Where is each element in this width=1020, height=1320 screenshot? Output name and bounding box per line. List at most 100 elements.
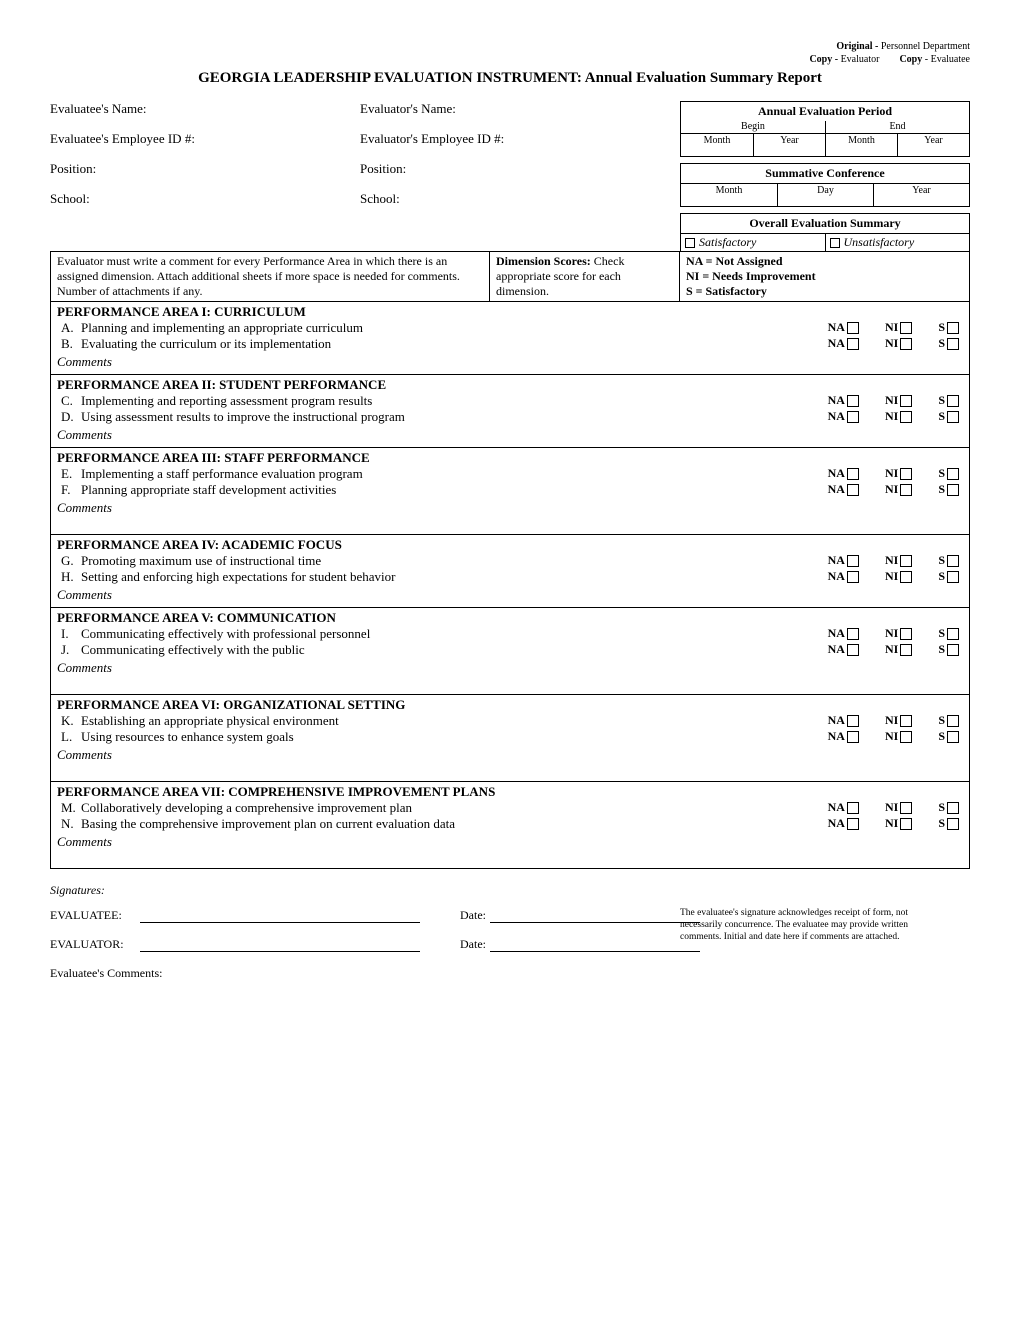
perf-area-title: PERFORMANCE AREA V: COMMUNICATION	[57, 610, 963, 626]
comments-label: Comments	[57, 834, 963, 850]
s-checkbox[interactable]: S	[938, 466, 959, 481]
perf-item-letter: B.	[57, 336, 81, 352]
evaluator-sig-label: EVALUATOR:	[50, 937, 140, 952]
summ-day-input[interactable]: Day	[777, 183, 873, 206]
evaluator-sig-line[interactable]	[140, 951, 420, 952]
evaluator-name-label: Evaluator's Name:	[360, 101, 670, 117]
evaluatee-comments-label: Evaluatee's Comments:	[50, 966, 970, 981]
ni-checkbox[interactable]: NI	[885, 336, 912, 351]
na-checkbox[interactable]: NA	[828, 569, 859, 584]
s-checkbox[interactable]: S	[938, 569, 959, 584]
s-checkbox[interactable]: S	[938, 713, 959, 728]
na-checkbox[interactable]: NA	[828, 729, 859, 744]
na-checkbox[interactable]: NA	[828, 393, 859, 408]
begin-year-input[interactable]: Year	[753, 133, 825, 156]
perf-area-title: PERFORMANCE AREA III: STAFF PERFORMANCE	[57, 450, 963, 466]
performance-area: PERFORMANCE AREA V: COMMUNICATIONNANISI.…	[50, 607, 970, 694]
performance-area: PERFORMANCE AREA VI: ORGANIZATIONAL SETT…	[50, 694, 970, 781]
na-checkbox[interactable]: NA	[828, 800, 859, 815]
na-checkbox[interactable]: NA	[828, 320, 859, 335]
signatures-label: Signatures:	[50, 883, 970, 898]
evaluator-id-label: Evaluator's Employee ID #:	[360, 131, 670, 147]
s-checkbox[interactable]: S	[938, 816, 959, 831]
na-checkbox[interactable]: NA	[828, 409, 859, 424]
na-checkbox[interactable]: NA	[828, 466, 859, 481]
ni-checkbox[interactable]: NI	[885, 482, 912, 497]
ni-checkbox[interactable]: NI	[885, 816, 912, 831]
ni-checkbox[interactable]: NI	[885, 642, 912, 657]
s-checkbox[interactable]: S	[938, 482, 959, 497]
na-checkbox[interactable]: NA	[828, 553, 859, 568]
s-checkbox[interactable]: S	[938, 393, 959, 408]
comments-label: Comments	[57, 747, 963, 763]
annual-period-box: Annual Evaluation Period Begin End Month…	[680, 101, 970, 157]
evaluatee-sig-line[interactable]	[140, 922, 420, 923]
evaluatee-sig-label: EVALUATEE:	[50, 908, 140, 923]
evaluatee-position-label: Position:	[50, 161, 360, 177]
na-checkbox[interactable]: NA	[828, 816, 859, 831]
evaluatee-school-label: School:	[50, 191, 360, 207]
header-distribution: Original - Personnel Department Copy - E…	[50, 40, 970, 66]
s-checkbox[interactable]: S	[938, 729, 959, 744]
perf-item-letter: M.	[57, 800, 81, 816]
comments-label: Comments	[57, 660, 963, 676]
evaluator-date-line[interactable]	[490, 951, 700, 952]
performance-area: PERFORMANCE AREA II: STUDENT PERFORMANCE…	[50, 374, 970, 447]
perf-area-title: PERFORMANCE AREA IV: ACADEMIC FOCUS	[57, 537, 963, 553]
performance-area: PERFORMANCE AREA I: CURRICULUMNANISA.Pla…	[50, 301, 970, 374]
ni-checkbox[interactable]: NI	[885, 626, 912, 641]
ni-checkbox[interactable]: NI	[885, 320, 912, 335]
s-checkbox[interactable]: S	[938, 553, 959, 568]
s-checkbox[interactable]: S	[938, 409, 959, 424]
evaluator-school-label: School:	[360, 191, 670, 207]
perf-area-title: PERFORMANCE AREA VI: ORGANIZATIONAL SETT…	[57, 697, 963, 713]
perf-item-letter: N.	[57, 816, 81, 832]
end-month-input[interactable]: Month	[825, 133, 897, 156]
perf-item-letter: H.	[57, 569, 81, 585]
instruction-row: Evaluator must write a comment for every…	[50, 251, 970, 301]
perf-item-letter: I.	[57, 626, 81, 642]
perf-item-letter: E.	[57, 466, 81, 482]
ni-checkbox[interactable]: NI	[885, 713, 912, 728]
na-checkbox[interactable]: NA	[828, 482, 859, 497]
s-checkbox[interactable]: S	[938, 626, 959, 641]
na-checkbox[interactable]: NA	[828, 336, 859, 351]
perf-item-letter: L.	[57, 729, 81, 745]
evaluatee-id-label: Evaluatee's Employee ID #:	[50, 131, 360, 147]
ni-checkbox[interactable]: NI	[885, 409, 912, 424]
ni-checkbox[interactable]: NI	[885, 729, 912, 744]
ni-checkbox[interactable]: NI	[885, 800, 912, 815]
ni-checkbox[interactable]: NI	[885, 553, 912, 568]
na-checkbox[interactable]: NA	[828, 626, 859, 641]
evaluatee-date-line[interactable]	[490, 922, 700, 923]
perf-item-letter: G.	[57, 553, 81, 569]
performance-area: PERFORMANCE AREA IV: ACADEMIC FOCUSNANIS…	[50, 534, 970, 607]
perf-item-letter: K.	[57, 713, 81, 729]
comments-label: Comments	[57, 587, 963, 603]
signature-note: The evaluatee's signature acknowledges r…	[680, 908, 920, 944]
ni-checkbox[interactable]: NI	[885, 569, 912, 584]
s-checkbox[interactable]: S	[938, 336, 959, 351]
ni-checkbox[interactable]: NI	[885, 393, 912, 408]
summ-month-input[interactable]: Month	[681, 183, 777, 206]
na-checkbox[interactable]: NA	[828, 713, 859, 728]
summ-year-input[interactable]: Year	[873, 183, 969, 206]
ni-checkbox[interactable]: NI	[885, 466, 912, 481]
begin-month-input[interactable]: Month	[681, 133, 753, 156]
comments-label: Comments	[57, 427, 963, 443]
overall-summary-box: Overall Evaluation Summary Satisfactory …	[680, 213, 970, 251]
perf-area-title: PERFORMANCE AREA II: STUDENT PERFORMANCE	[57, 377, 963, 393]
s-checkbox[interactable]: S	[938, 800, 959, 815]
evaluatee-name-label: Evaluatee's Name:	[50, 101, 360, 117]
page-title: GEORGIA LEADERSHIP EVALUATION INSTRUMENT…	[50, 70, 970, 87]
s-checkbox[interactable]: S	[938, 320, 959, 335]
performance-area: PERFORMANCE AREA VII: COMPREHENSIVE IMPR…	[50, 781, 970, 869]
na-checkbox[interactable]: NA	[828, 642, 859, 657]
unsatisfactory-checkbox[interactable]: Unsatisfactory	[825, 233, 970, 251]
end-year-input[interactable]: Year	[897, 133, 969, 156]
perf-item-letter: C.	[57, 393, 81, 409]
s-checkbox[interactable]: S	[938, 642, 959, 657]
evaluator-position-label: Position:	[360, 161, 670, 177]
satisfactory-checkbox[interactable]: Satisfactory	[681, 233, 825, 251]
perf-area-title: PERFORMANCE AREA I: CURRICULUM	[57, 304, 963, 320]
